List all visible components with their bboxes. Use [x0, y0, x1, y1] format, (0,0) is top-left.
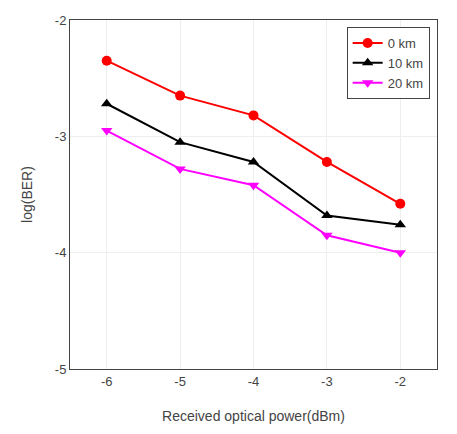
svg-text:20 km: 20 km: [388, 76, 423, 91]
svg-text:-2: -2: [55, 13, 67, 28]
svg-text:10 km: 10 km: [388, 56, 423, 71]
svg-text:-5: -5: [174, 374, 186, 389]
svg-text:-6: -6: [101, 374, 113, 389]
svg-text:-2: -2: [395, 374, 407, 389]
svg-text:-4: -4: [248, 374, 260, 389]
svg-text:-3: -3: [321, 374, 333, 389]
svg-text:-4: -4: [55, 245, 67, 260]
svg-text:Received optical power(dBm): Received optical power(dBm): [162, 408, 345, 424]
svg-text:0 km: 0 km: [388, 36, 416, 51]
svg-text:-5: -5: [55, 362, 67, 377]
svg-text:-3: -3: [55, 129, 67, 144]
svg-text:log(BER): log(BER): [19, 166, 35, 223]
